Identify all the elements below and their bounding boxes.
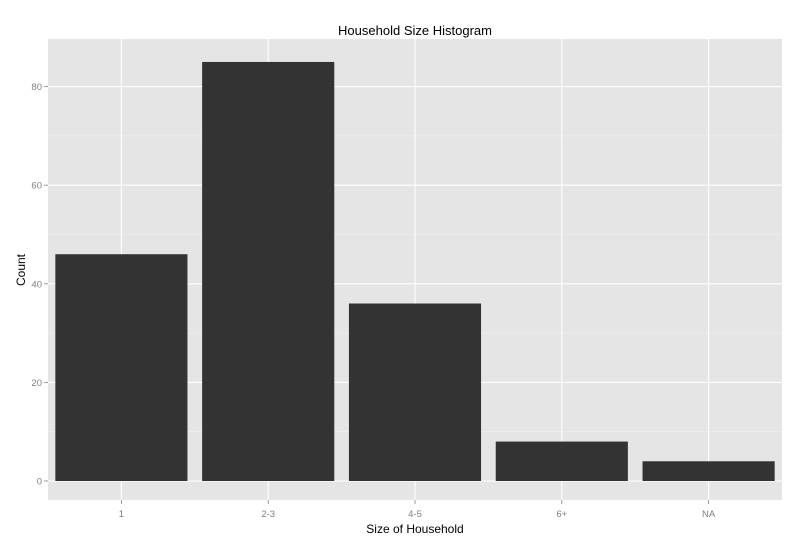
bar-layer bbox=[55, 61, 775, 481]
chart-title: Household Size Histogram bbox=[338, 23, 492, 38]
x-tick-label: NA bbox=[702, 509, 716, 520]
bar-NA bbox=[642, 461, 775, 481]
y-tick-label: 80 bbox=[31, 82, 42, 93]
y-tick-label: 20 bbox=[31, 378, 42, 389]
bar-2-3 bbox=[202, 61, 335, 481]
y-tick-label: 60 bbox=[31, 181, 42, 192]
y-axis-ticks: 0 20 40 60 80 bbox=[31, 82, 48, 488]
bar-6+ bbox=[495, 441, 628, 481]
y-tick-label: 0 bbox=[37, 477, 42, 488]
x-tick-label: 4-5 bbox=[408, 509, 422, 520]
x-tick-label: 1 bbox=[119, 509, 124, 520]
x-axis-ticks: 1 2-3 4-5 6+ NA bbox=[119, 500, 716, 520]
y-axis-title: Count bbox=[14, 253, 28, 286]
x-axis-title: Size of Household bbox=[366, 522, 463, 536]
x-tick-label: 2-3 bbox=[261, 509, 275, 520]
x-tick-label: 6+ bbox=[556, 509, 567, 520]
y-tick-label: 40 bbox=[31, 279, 42, 290]
bar-4-5 bbox=[348, 303, 482, 481]
bar-1 bbox=[55, 254, 188, 481]
